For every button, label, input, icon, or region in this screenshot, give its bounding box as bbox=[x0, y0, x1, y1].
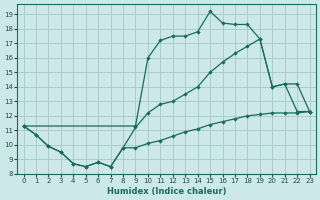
X-axis label: Humidex (Indice chaleur): Humidex (Indice chaleur) bbox=[107, 187, 226, 196]
